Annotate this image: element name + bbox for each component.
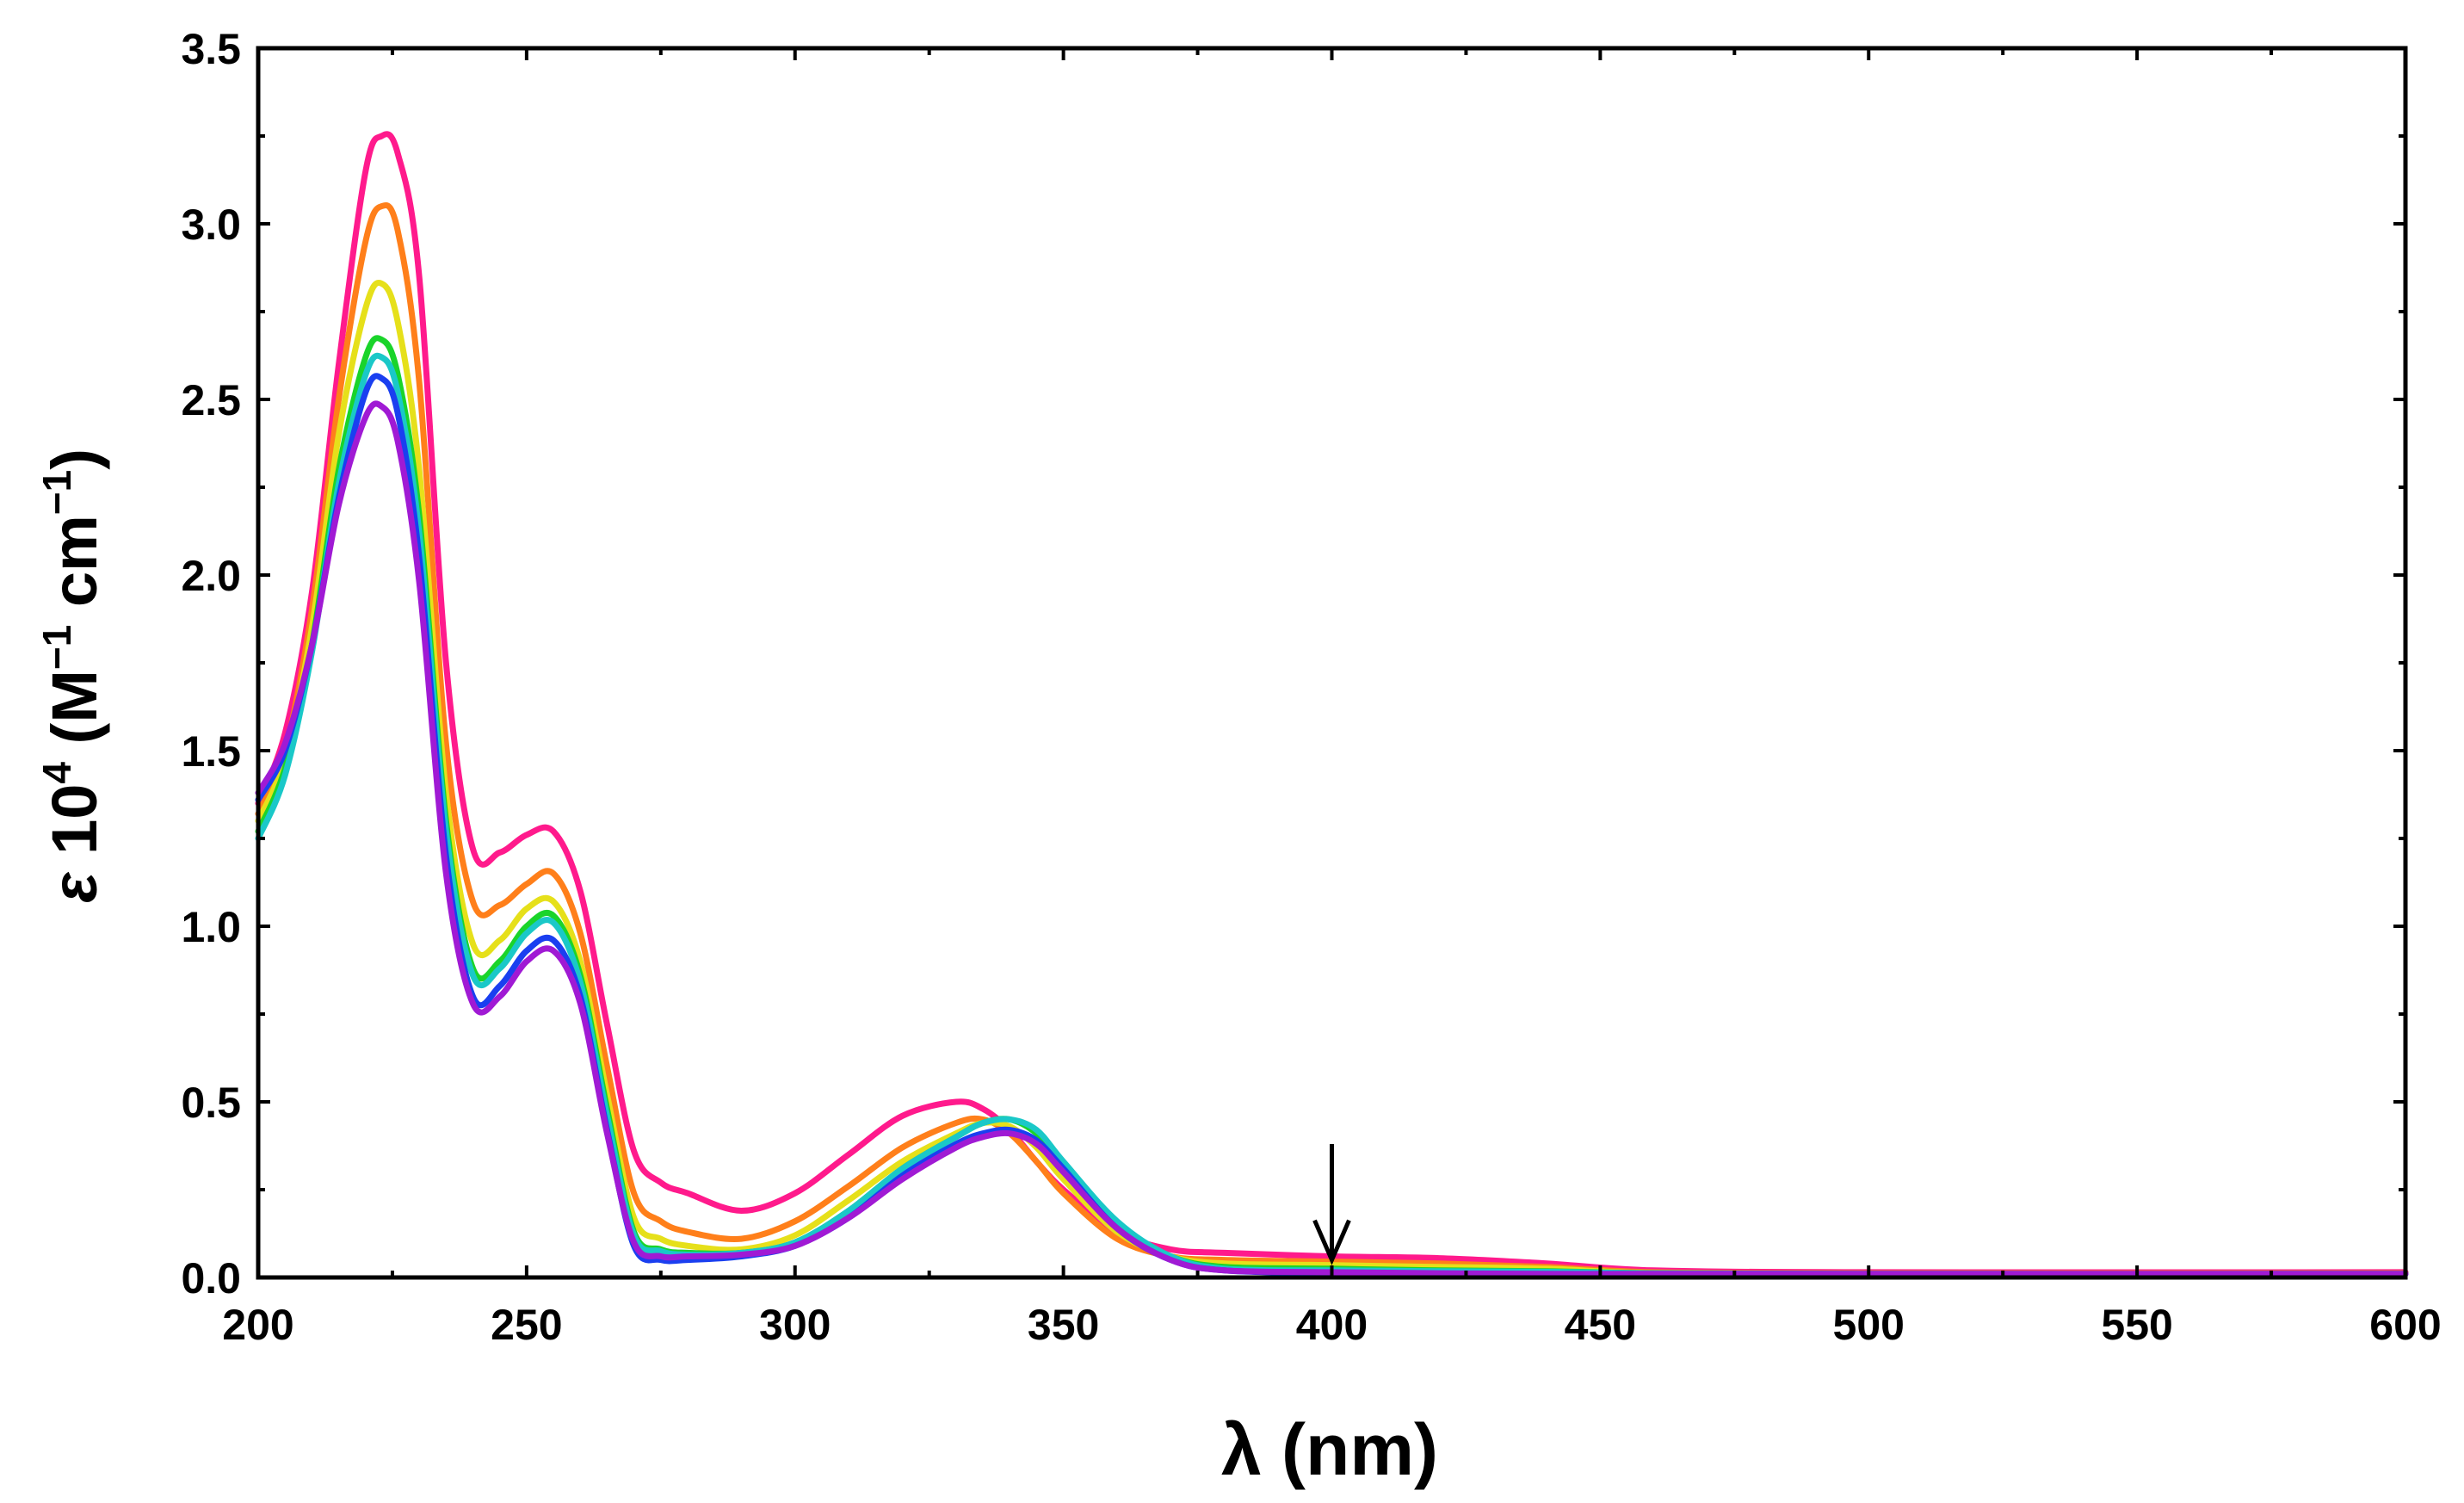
arrow-head <box>1312 1219 1351 1265</box>
y-axis-unit-mid: cm <box>39 515 110 625</box>
x-axis-symbol: λ <box>1221 1409 1262 1490</box>
y-tick-label: 1.5 <box>181 727 241 776</box>
y-axis-title: ε 104 (M−1 cm−1) <box>13 448 110 903</box>
series-line-5 <box>255 352 2409 1277</box>
y-axis-unit-exponent-1: −1 <box>34 625 79 670</box>
x-tick-label: 550 <box>2101 1301 2172 1349</box>
series-line-2 <box>255 201 2409 1277</box>
y-tick-label: 0.5 <box>181 1079 241 1127</box>
y-tick-label: 0.0 <box>181 1254 241 1302</box>
series-line-6 <box>255 373 2409 1277</box>
y-axis-unit-open: (M <box>39 670 110 744</box>
y-axis-unit-exponent-2: −1 <box>34 470 79 515</box>
series-line-3 <box>255 280 2409 1277</box>
y-tick-label: 2.5 <box>181 376 241 424</box>
series-line-1 <box>255 131 2409 1276</box>
x-tick-label: 350 <box>1028 1301 1099 1349</box>
x-tick-label: 250 <box>491 1301 562 1349</box>
y-axis-unit-close: ) <box>39 448 110 470</box>
y-tick-label: 2.0 <box>181 552 241 600</box>
y-axis-scale: 10 <box>39 784 110 855</box>
x-tick-label: 200 <box>222 1301 293 1349</box>
axes-layer <box>256 46 2408 1280</box>
plot-frame <box>256 46 2408 1280</box>
x-tick-label: 400 <box>1296 1301 1368 1349</box>
y-axis-symbol: ε <box>39 871 110 903</box>
series-layer <box>255 131 2409 1277</box>
y-tick-label: 1.0 <box>181 903 241 951</box>
ticks-layer: 200 250 300 350 400 450 500 550 600 0.0 0.5 1.0 1.5 2… <box>181 25 2441 1349</box>
series-line-4 <box>255 335 2409 1277</box>
x-tick-label: 600 <box>2369 1301 2441 1349</box>
x-tick-label: 300 <box>759 1301 831 1349</box>
y-tick-label: 3.0 <box>181 201 241 249</box>
x-tick-label: 450 <box>1565 1301 1636 1349</box>
x-tick-label: 500 <box>1833 1301 1905 1349</box>
annotation-layer <box>1312 1143 1351 1265</box>
y-axis-scale-exponent: 4 <box>34 762 79 784</box>
y-tick-label: 3.5 <box>181 25 241 73</box>
series-line-7 <box>255 400 2409 1277</box>
x-axis-unit: (nm) <box>1281 1409 1438 1490</box>
x-axis-title: λ (nm) <box>1221 1409 1438 1490</box>
